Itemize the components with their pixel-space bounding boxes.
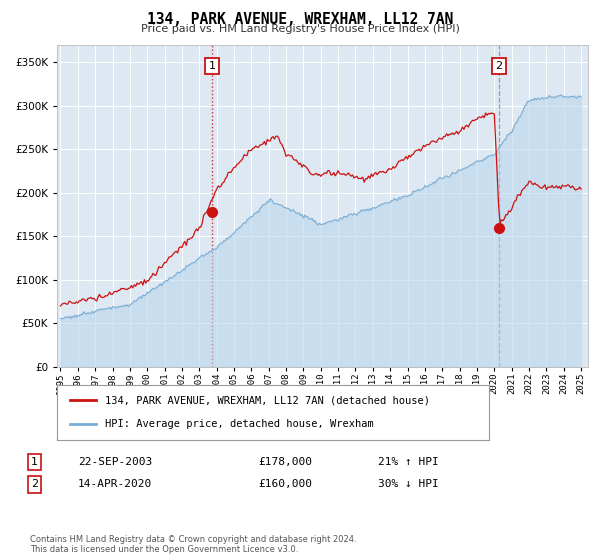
- Text: 14-APR-2020: 14-APR-2020: [78, 479, 152, 489]
- Text: £160,000: £160,000: [258, 479, 312, 489]
- Text: Contains HM Land Registry data © Crown copyright and database right 2024.
This d: Contains HM Land Registry data © Crown c…: [30, 535, 356, 554]
- Text: 30% ↓ HPI: 30% ↓ HPI: [378, 479, 439, 489]
- Text: 1: 1: [31, 457, 38, 467]
- Text: 134, PARK AVENUE, WREXHAM, LL12 7AN: 134, PARK AVENUE, WREXHAM, LL12 7AN: [147, 12, 453, 27]
- Text: 22-SEP-2003: 22-SEP-2003: [78, 457, 152, 467]
- Text: 2: 2: [31, 479, 38, 489]
- Text: 21% ↑ HPI: 21% ↑ HPI: [378, 457, 439, 467]
- Text: 1: 1: [208, 60, 215, 71]
- Text: Price paid vs. HM Land Registry's House Price Index (HPI): Price paid vs. HM Land Registry's House …: [140, 24, 460, 34]
- Text: £178,000: £178,000: [258, 457, 312, 467]
- Text: 2: 2: [496, 60, 503, 71]
- Text: HPI: Average price, detached house, Wrexham: HPI: Average price, detached house, Wrex…: [104, 419, 373, 429]
- Text: 134, PARK AVENUE, WREXHAM, LL12 7AN (detached house): 134, PARK AVENUE, WREXHAM, LL12 7AN (det…: [104, 395, 430, 405]
